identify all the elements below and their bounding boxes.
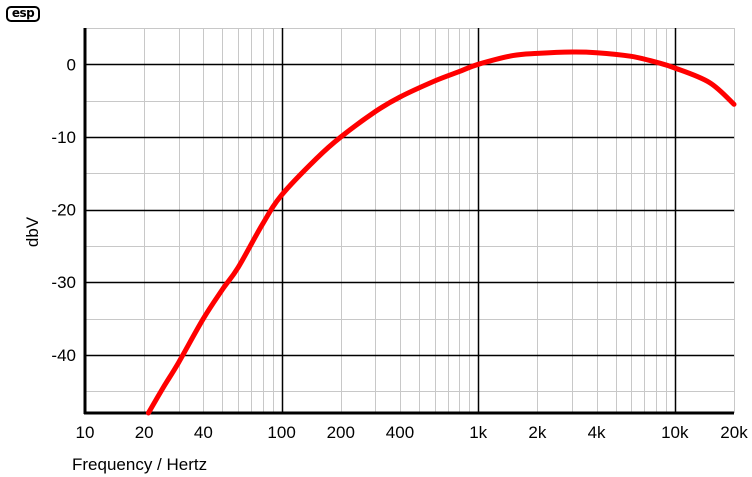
- x-tick-label: 1k: [469, 423, 487, 442]
- x-tick-label: 10k: [661, 423, 689, 442]
- series-layer: [145, 49, 737, 416]
- esp-logo: esp: [6, 6, 40, 22]
- esp-logo-text: esp: [11, 6, 35, 20]
- y-tick-label: -20: [51, 201, 76, 220]
- series-line-0: [145, 49, 737, 416]
- x-tick-label: 100: [267, 423, 295, 442]
- x-tick-label: 200: [327, 423, 355, 442]
- y-tick-label: 0: [67, 55, 76, 74]
- y-axis-title: dbV: [23, 216, 42, 247]
- y-tick-label: -30: [51, 273, 76, 292]
- x-tick-label: 20k: [720, 423, 748, 442]
- x-tick-label: 40: [194, 423, 213, 442]
- x-tick-labels: 10 20 40 100 200 400 1k 2k 4k 10k 20k: [76, 423, 749, 442]
- axes: [83, 28, 734, 415]
- x-tick-label: 4k: [588, 423, 606, 442]
- x-axis-title: Frequency / Hertz: [72, 455, 207, 474]
- x-tick-label: 20: [135, 423, 154, 442]
- x-tick-label: 400: [386, 423, 414, 442]
- x-tick-label: 2k: [528, 423, 546, 442]
- y-tick-label: -10: [51, 128, 76, 147]
- x-tick-label: 10: [76, 423, 95, 442]
- y-tick-labels: 0 -10 -20 -30 -40: [51, 55, 76, 365]
- y-tick-label: -40: [51, 346, 76, 365]
